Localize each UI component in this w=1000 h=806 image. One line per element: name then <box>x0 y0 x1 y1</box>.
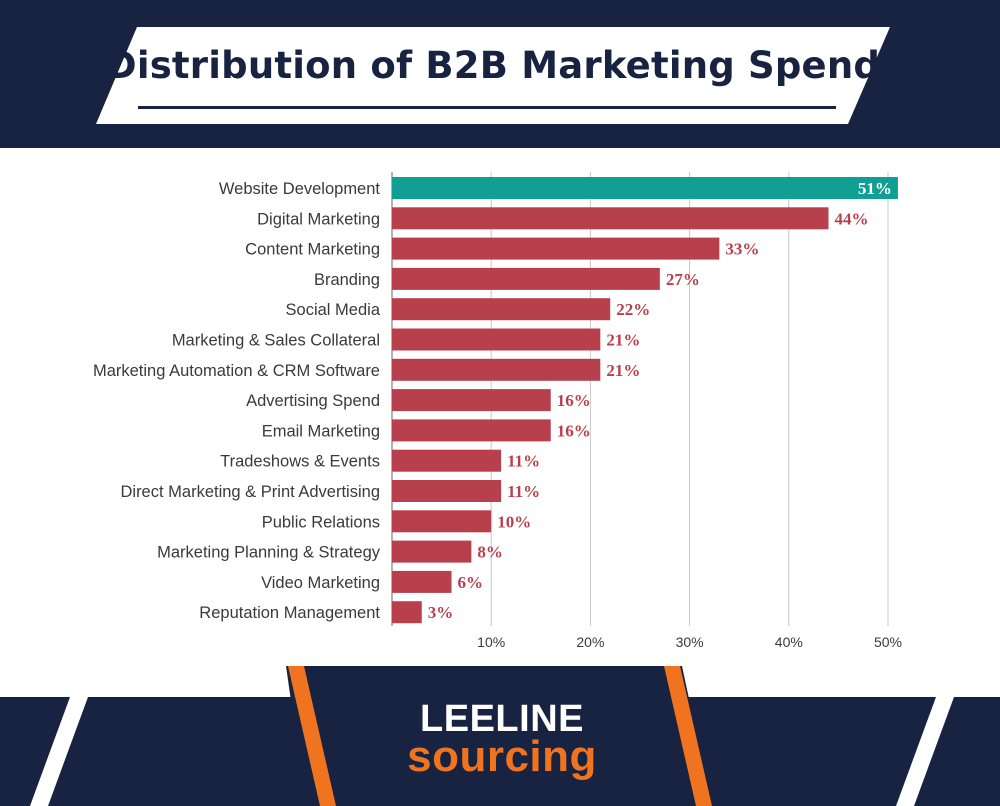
category-label-12: Marketing Planning & Strategy <box>157 544 381 562</box>
category-label-9: Tradeshows & Events <box>220 453 380 471</box>
value-label-13: 6% <box>458 573 484 592</box>
category-label-5: Marketing & Sales Collateral <box>172 332 380 350</box>
bar-1 <box>392 207 829 230</box>
bar-2 <box>392 237 720 260</box>
footer-band-center <box>286 666 712 806</box>
chart-title: Distribution of B2B Marketing Spend <box>105 44 881 87</box>
bar-14 <box>392 601 422 624</box>
footer-white-stripe-right <box>896 697 954 806</box>
category-label-14: Reputation Management <box>199 604 380 622</box>
x-tick-label-30: 30% <box>676 634 704 650</box>
logo-text-leeline: LEELINE <box>420 698 584 740</box>
category-label-11: Public Relations <box>262 513 380 531</box>
value-label-11: 10% <box>497 512 531 531</box>
logo-text-sourcing: sourcing <box>407 732 597 781</box>
bar-0 <box>392 177 898 199</box>
footer-orange-stripe-left <box>288 666 336 806</box>
value-label-0: 51% <box>858 179 892 198</box>
bar-10 <box>392 480 502 502</box>
category-label-7: Advertising Spend <box>246 392 380 410</box>
x-tick-label-50: 50% <box>874 634 902 650</box>
value-label-10: 11% <box>507 482 540 501</box>
bar-3 <box>392 267 660 290</box>
category-label-1: Digital Marketing <box>257 210 380 228</box>
value-label-14: 3% <box>428 603 454 622</box>
value-label-9: 11% <box>507 452 540 471</box>
x-tick-label-40: 40% <box>775 634 803 650</box>
value-label-3: 27% <box>666 270 700 289</box>
footer-white-stripe-left <box>30 697 88 806</box>
footer-band-left <box>0 697 330 806</box>
category-label-3: Branding <box>314 271 380 289</box>
title-banner <box>96 27 890 124</box>
bar-13 <box>392 570 452 593</box>
bar-9 <box>392 449 502 472</box>
x-tick-label-20: 20% <box>576 634 604 650</box>
value-label-12: 8% <box>477 543 503 562</box>
bar-12 <box>392 540 472 563</box>
footer-orange-stripe-right <box>664 666 712 806</box>
bar-8 <box>392 419 551 442</box>
category-label-8: Email Marketing <box>262 422 380 440</box>
category-label-13: Video Marketing <box>261 574 380 592</box>
category-label-6: Marketing Automation & CRM Software <box>93 362 380 380</box>
bar-11 <box>392 510 492 533</box>
value-label-1: 44% <box>834 209 868 228</box>
category-label-0: Website Development <box>219 180 381 198</box>
bar-chart: Website Development 51% Digital Marketing 4… <box>93 172 902 650</box>
bar-7 <box>392 389 551 412</box>
value-label-2: 33% <box>725 240 759 259</box>
value-label-5: 21% <box>606 331 640 350</box>
value-label-7: 16% <box>557 391 591 410</box>
value-label-8: 16% <box>557 421 591 440</box>
bar-6 <box>392 358 601 381</box>
title-underline <box>138 106 836 109</box>
category-label-4: Social Media <box>286 301 381 319</box>
value-label-4: 22% <box>616 300 650 319</box>
bar-4 <box>392 298 611 321</box>
category-label-2: Content Marketing <box>245 241 380 259</box>
footer-band-right <box>672 697 1000 806</box>
value-label-6: 21% <box>606 361 640 380</box>
bar-5 <box>392 328 601 351</box>
x-tick-label-10: 10% <box>477 634 505 650</box>
category-label-10: Direct Marketing & Print Advertising <box>120 483 380 501</box>
